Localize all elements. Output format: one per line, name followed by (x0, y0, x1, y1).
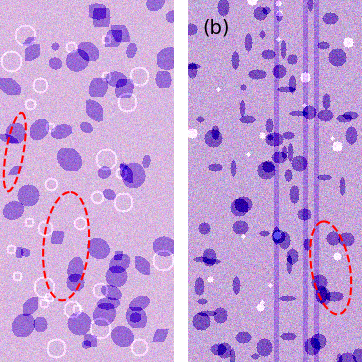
Text: (b): (b) (202, 18, 230, 37)
